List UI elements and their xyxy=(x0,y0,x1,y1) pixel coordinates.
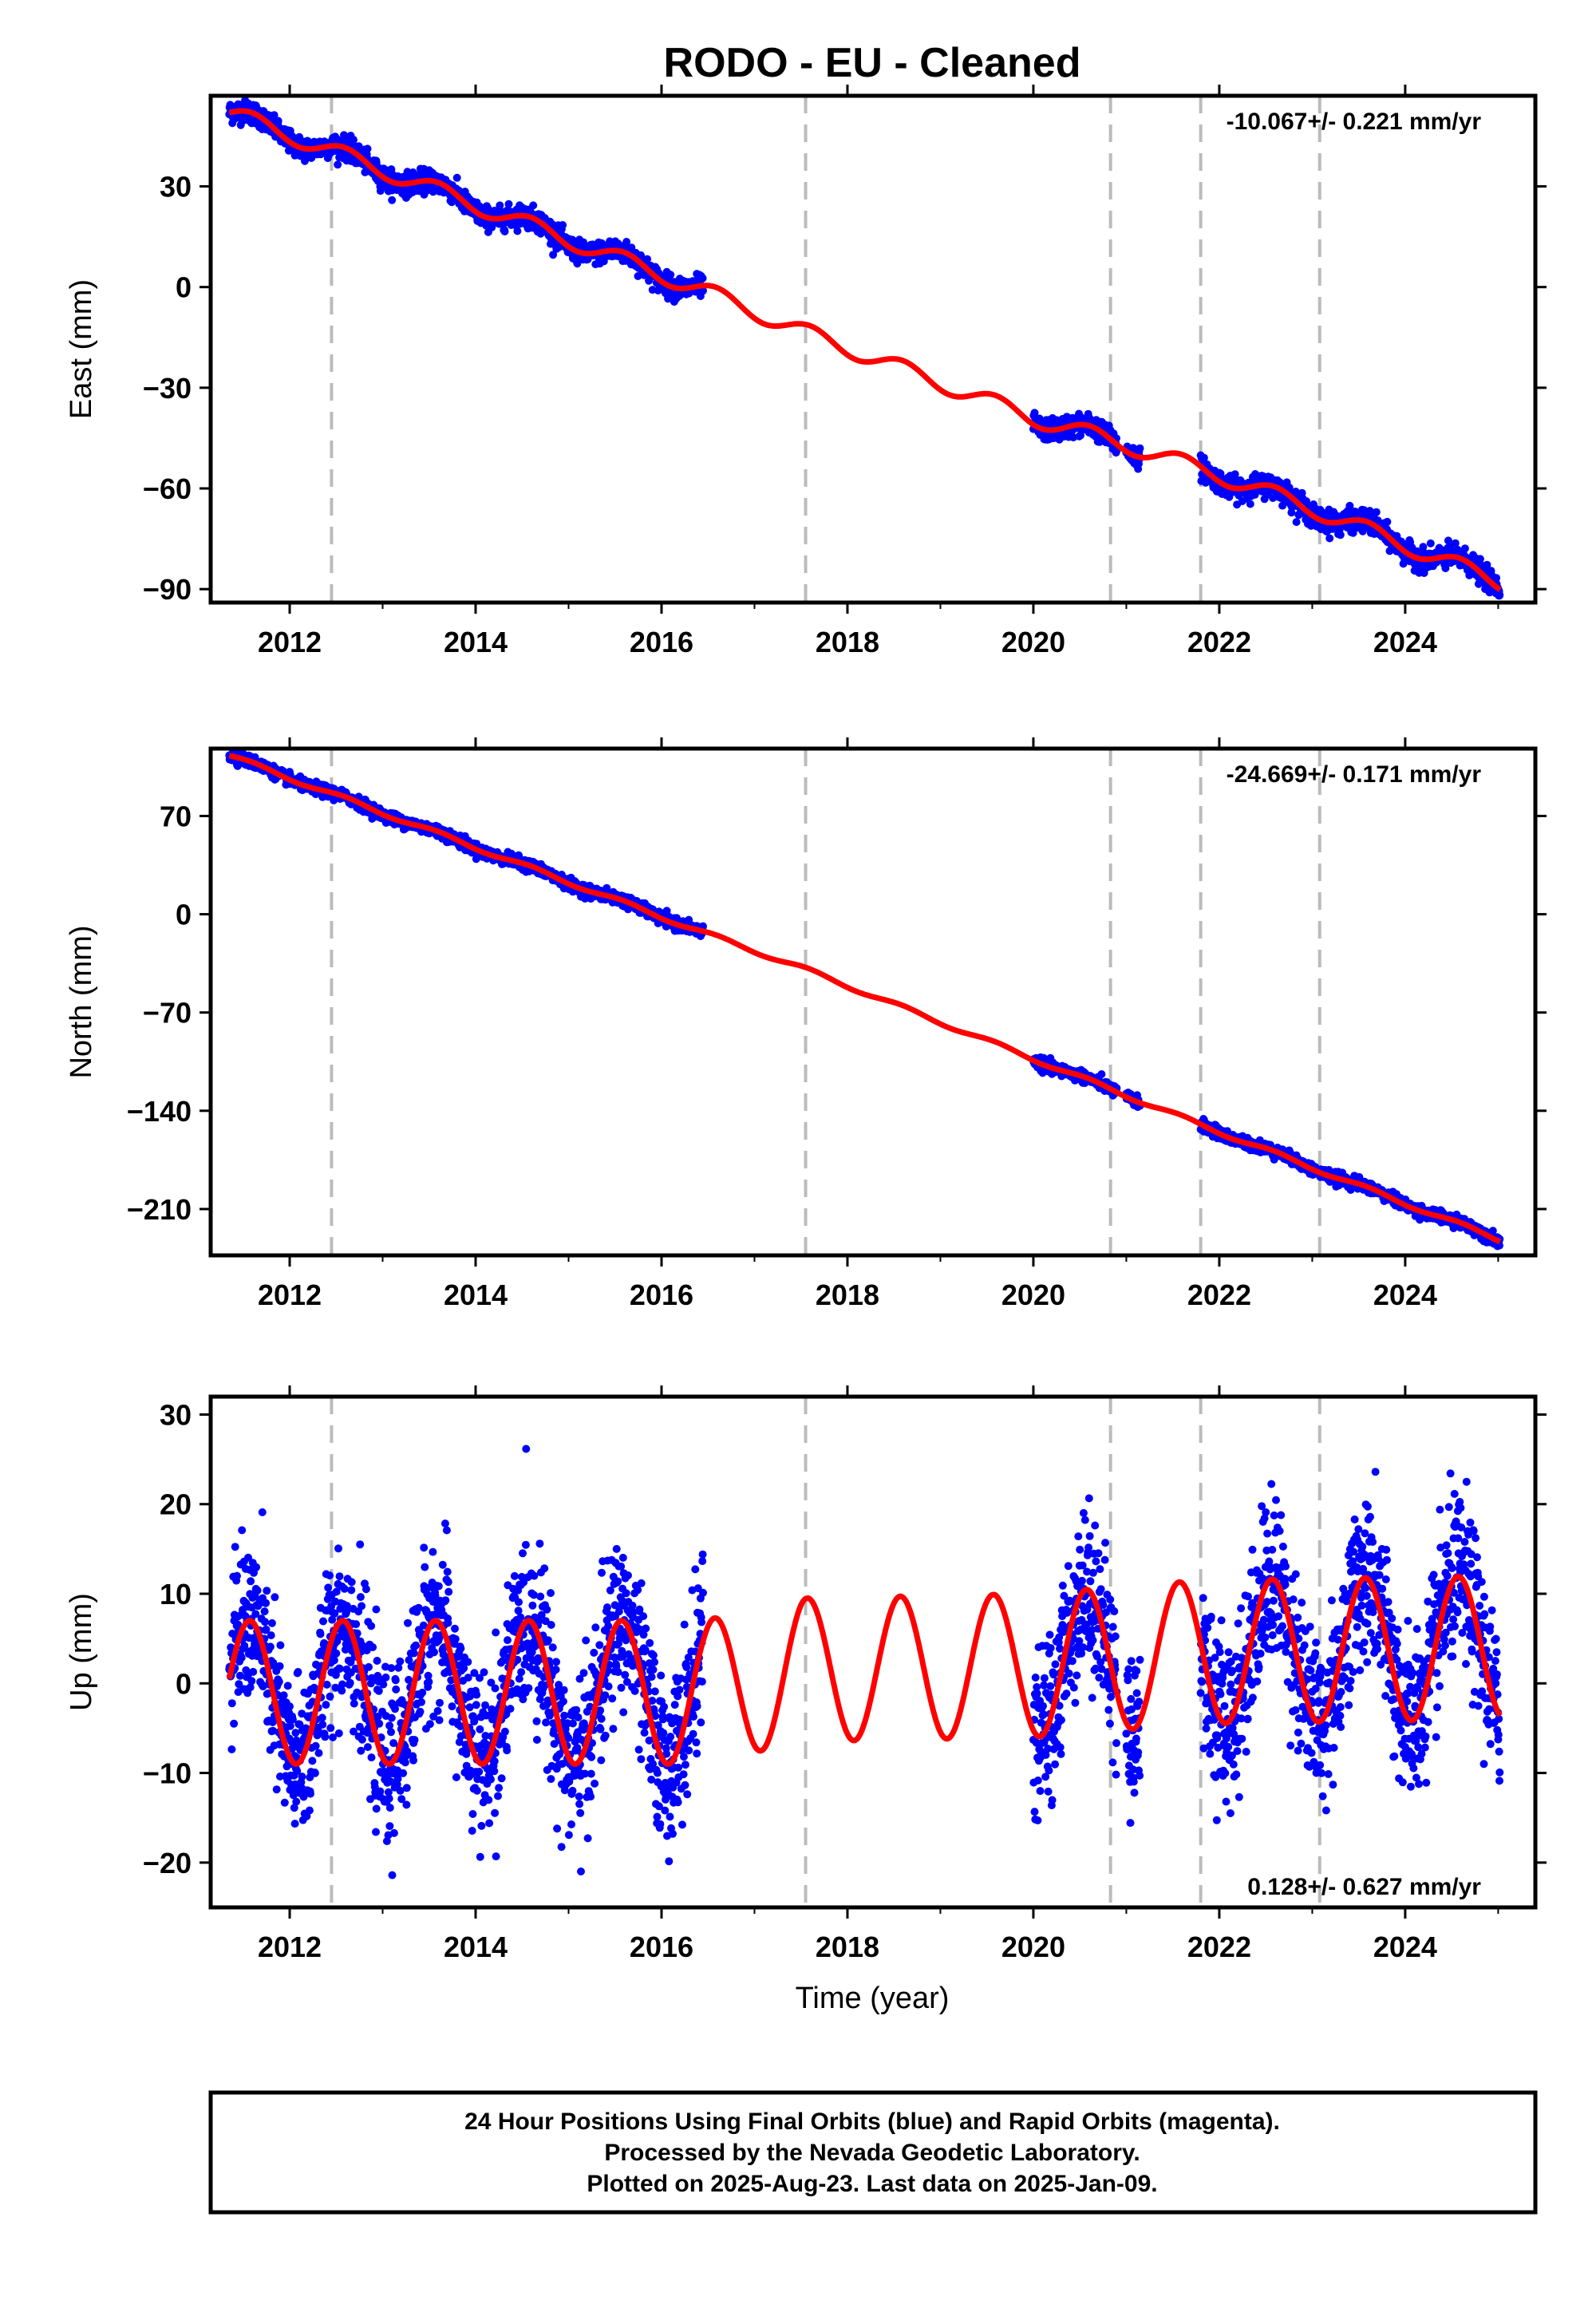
east-rate-label: -10.067+/- 0.221 mm/yr xyxy=(1227,109,1482,135)
east-plot-frame xyxy=(208,93,1538,605)
data-point xyxy=(1419,543,1428,551)
figure-title: RODO - EU - Cleaned xyxy=(664,40,1081,86)
y-tick-label: 0 xyxy=(176,271,192,304)
data-point xyxy=(1097,1070,1106,1078)
data-point xyxy=(1325,534,1334,543)
data-point xyxy=(1383,517,1392,526)
x-tick-label: 2022 xyxy=(1187,626,1251,658)
data-point xyxy=(1492,574,1501,583)
data-point xyxy=(622,238,631,246)
data-point xyxy=(1441,564,1450,572)
x-tick-label: 2020 xyxy=(1001,626,1065,658)
data-point xyxy=(1372,508,1381,516)
data-point xyxy=(363,144,372,153)
x-tick-label: 2012 xyxy=(258,626,322,658)
x-tick-label: 2018 xyxy=(816,626,879,658)
data-point xyxy=(1199,453,1208,462)
x-tick-label: 2024 xyxy=(1373,626,1437,658)
data-point xyxy=(1426,539,1435,547)
east-panel: 2012 2014 2016 2018 2020 2022 2024 30 0 −30 −60 −90… xyxy=(65,85,1547,658)
data-point xyxy=(559,221,567,229)
data-point xyxy=(699,287,707,295)
east-y-axis-label: East (mm) xyxy=(65,279,98,419)
data-point xyxy=(388,196,397,204)
east-points xyxy=(225,96,1504,600)
data-point xyxy=(666,271,675,279)
data-point xyxy=(1069,433,1077,442)
data-point xyxy=(1476,555,1484,563)
data-point xyxy=(698,274,707,283)
data-point xyxy=(1495,591,1504,599)
data-point xyxy=(270,111,279,120)
data-point xyxy=(1292,518,1301,527)
data-point xyxy=(1136,444,1144,453)
east-model-line xyxy=(228,108,1502,592)
data-point xyxy=(504,200,513,208)
data-point xyxy=(334,160,342,169)
data-point xyxy=(1483,560,1491,569)
data-point xyxy=(549,251,558,259)
data-point xyxy=(1345,501,1354,510)
y-tick-label: 30 xyxy=(160,171,192,204)
data-point xyxy=(500,227,509,235)
data-point xyxy=(634,272,642,280)
data-point xyxy=(1460,544,1469,553)
data-point xyxy=(513,227,522,235)
data-point xyxy=(1231,470,1239,479)
north-panel: 2012 2014 2016 2018 2020 2022 2024700−70−140−2… xyxy=(65,737,1547,1311)
x-tick-label: 2016 xyxy=(630,626,693,658)
y-tick-label: −60 xyxy=(143,472,192,505)
data-point xyxy=(1336,531,1345,539)
y-tick-label: −30 xyxy=(143,372,192,405)
x-tick-label: 2014 xyxy=(444,626,508,658)
data-point xyxy=(274,117,282,125)
data-point xyxy=(643,255,652,263)
data-point xyxy=(529,201,538,210)
data-point xyxy=(685,915,693,924)
data-point xyxy=(350,136,358,144)
y-tick-label: −90 xyxy=(143,573,192,606)
data-point xyxy=(1246,500,1254,508)
data-point xyxy=(1451,539,1460,547)
data-point xyxy=(1444,536,1452,545)
data-point xyxy=(573,259,582,268)
data-point xyxy=(452,173,461,182)
